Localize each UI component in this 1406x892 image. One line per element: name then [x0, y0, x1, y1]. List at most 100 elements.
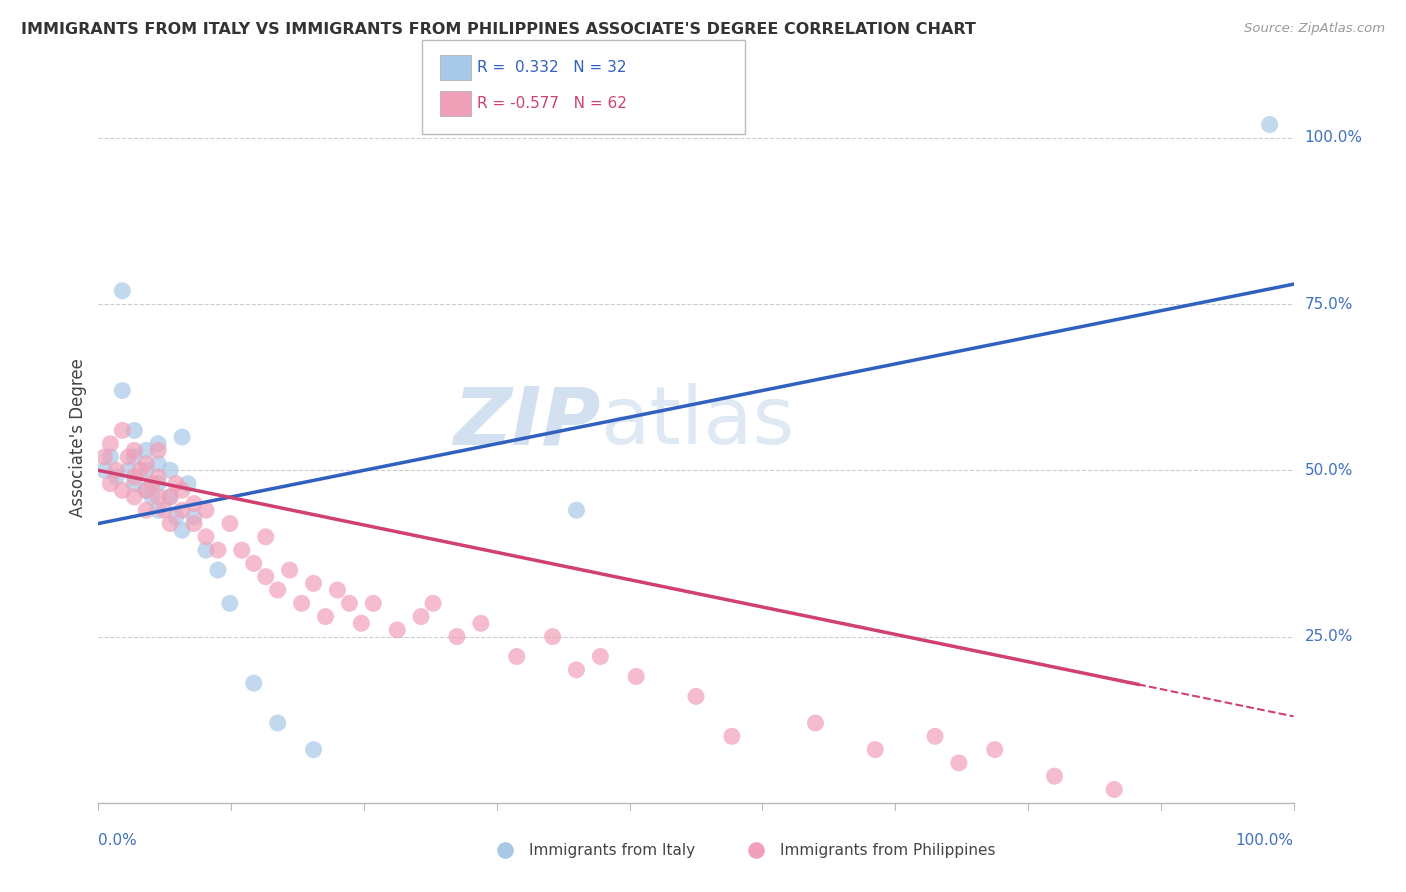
- Point: [159, 516, 181, 531]
- Point: [470, 616, 492, 631]
- Point: [159, 490, 181, 504]
- Text: Source: ZipAtlas.com: Source: ZipAtlas.com: [1244, 22, 1385, 36]
- Point: [243, 676, 266, 690]
- Point: [165, 509, 187, 524]
- Point: [363, 596, 385, 610]
- Point: [254, 570, 277, 584]
- Point: [1258, 118, 1281, 132]
- Y-axis label: Associate's Degree: Associate's Degree: [69, 358, 87, 516]
- Point: [291, 596, 314, 610]
- Point: [124, 443, 146, 458]
- Point: [148, 443, 170, 458]
- Point: [111, 384, 134, 398]
- Point: [183, 516, 205, 531]
- Text: 100.0%: 100.0%: [1236, 833, 1294, 848]
- Point: [98, 450, 122, 464]
- Point: [385, 623, 409, 637]
- Point: [117, 463, 139, 477]
- Point: [93, 450, 115, 464]
- Point: [172, 430, 194, 444]
- Point: [924, 729, 946, 743]
- Point: [984, 742, 1007, 756]
- Point: [219, 516, 242, 531]
- Point: [135, 483, 157, 498]
- Text: R = -0.577   N = 62: R = -0.577 N = 62: [477, 96, 627, 111]
- Point: [148, 490, 170, 504]
- Point: [124, 490, 146, 504]
- Point: [1104, 782, 1126, 797]
- Point: [93, 463, 115, 477]
- Point: [350, 616, 373, 631]
- Point: [626, 669, 648, 683]
- Point: [141, 476, 163, 491]
- Text: ZIP: ZIP: [453, 384, 600, 461]
- Point: [339, 596, 361, 610]
- Point: [302, 742, 325, 756]
- Point: [159, 463, 181, 477]
- Point: [141, 490, 163, 504]
- Point: [135, 483, 157, 498]
- Point: [422, 596, 444, 610]
- Point: [541, 630, 564, 644]
- Text: atlas: atlas: [600, 384, 794, 461]
- Point: [135, 457, 157, 471]
- Point: [243, 557, 266, 571]
- Point: [589, 649, 612, 664]
- Point: [124, 470, 146, 484]
- Point: [1043, 769, 1066, 783]
- Point: [124, 476, 146, 491]
- Text: Immigrants from Italy: Immigrants from Italy: [529, 843, 695, 858]
- Point: [326, 582, 349, 597]
- Point: [315, 609, 337, 624]
- Point: [153, 503, 176, 517]
- Point: [98, 436, 122, 450]
- Point: [105, 463, 128, 477]
- Point: [124, 450, 146, 464]
- Point: [685, 690, 707, 704]
- Point: [183, 497, 205, 511]
- Point: [207, 563, 229, 577]
- Point: [865, 742, 887, 756]
- Point: [411, 609, 433, 624]
- Point: [494, 838, 516, 853]
- Point: [148, 436, 170, 450]
- Point: [267, 716, 290, 731]
- Point: [219, 596, 242, 610]
- Point: [117, 450, 139, 464]
- Text: Immigrants from Philippines: Immigrants from Philippines: [779, 843, 995, 858]
- Point: [135, 463, 157, 477]
- Point: [565, 503, 588, 517]
- Text: 100.0%: 100.0%: [1305, 130, 1362, 145]
- Point: [124, 424, 146, 438]
- Point: [231, 543, 253, 558]
- Point: [565, 663, 588, 677]
- Point: [105, 470, 128, 484]
- Text: R =  0.332   N = 32: R = 0.332 N = 32: [477, 61, 626, 75]
- Point: [183, 509, 205, 524]
- Point: [129, 463, 152, 477]
- Text: 25.0%: 25.0%: [1305, 629, 1353, 644]
- Text: 50.0%: 50.0%: [1305, 463, 1353, 478]
- Point: [207, 543, 229, 558]
- Point: [148, 503, 170, 517]
- Point: [135, 503, 157, 517]
- Point: [98, 476, 122, 491]
- Point: [177, 476, 200, 491]
- Point: [721, 729, 744, 743]
- Point: [302, 576, 325, 591]
- Point: [172, 483, 194, 498]
- Point: [111, 483, 134, 498]
- Point: [148, 476, 170, 491]
- Point: [267, 582, 290, 597]
- Text: 0.0%: 0.0%: [98, 833, 138, 848]
- Text: 75.0%: 75.0%: [1305, 297, 1353, 311]
- Point: [506, 649, 529, 664]
- Point: [195, 543, 218, 558]
- Point: [159, 490, 181, 504]
- Point: [804, 716, 827, 731]
- Text: IMMIGRANTS FROM ITALY VS IMMIGRANTS FROM PHILIPPINES ASSOCIATE'S DEGREE CORRELAT: IMMIGRANTS FROM ITALY VS IMMIGRANTS FROM…: [21, 22, 976, 37]
- Point: [745, 838, 768, 853]
- Point: [111, 284, 134, 298]
- Point: [172, 503, 194, 517]
- Point: [446, 630, 468, 644]
